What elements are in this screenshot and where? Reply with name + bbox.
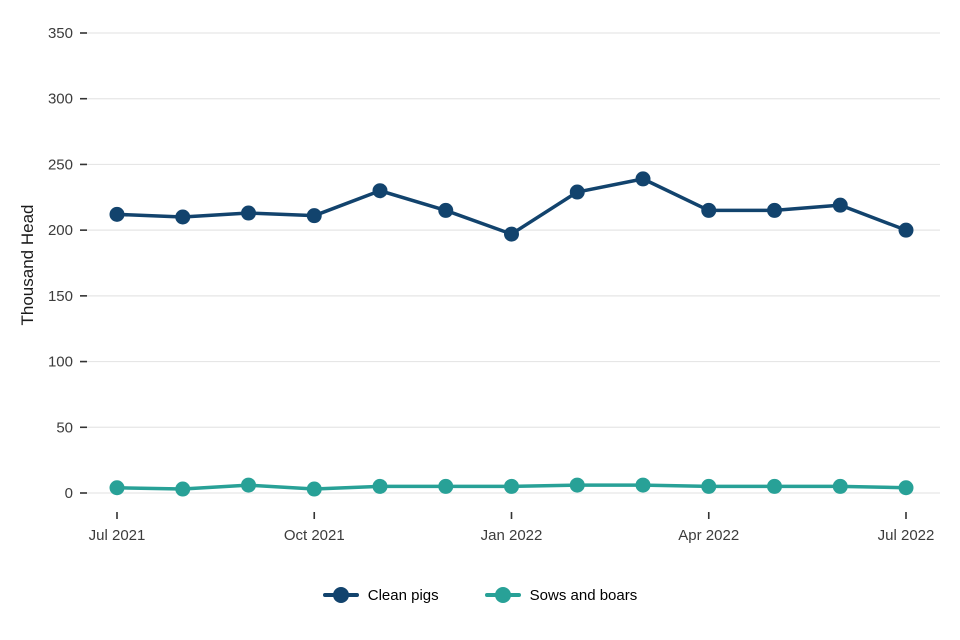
svg-text:Oct 2021: Oct 2021 xyxy=(284,527,345,544)
svg-text:Apr 2022: Apr 2022 xyxy=(678,527,739,544)
line-chart-canvas: 0 50 100 150 200 250 300 350 Jul 2021 Oct 2021 Jan… xyxy=(48,25,940,544)
legend-item-clean-pigs: Clean pigs xyxy=(322,586,439,604)
svg-text:350: 350 xyxy=(48,25,73,42)
svg-text:Jan 2022: Jan 2022 xyxy=(481,527,543,544)
svg-text:Jul 2021: Jul 2021 xyxy=(89,527,146,544)
svg-text:150: 150 xyxy=(48,288,73,305)
legend-item-sows-and-boars: Sows and boars xyxy=(484,586,638,604)
legend-label: Sows and boars xyxy=(529,586,638,604)
svg-text:50: 50 xyxy=(56,419,73,436)
legend-marker-icon xyxy=(322,586,359,604)
svg-text:Jul 2022: Jul 2022 xyxy=(878,527,935,544)
svg-text:250: 250 xyxy=(48,156,73,173)
svg-text:300: 300 xyxy=(48,91,73,108)
chart-legend: Clean pigs Sows and boars xyxy=(0,586,960,604)
legend-label: Clean pigs xyxy=(367,586,439,604)
y-axis-label: Thousand Head xyxy=(18,204,37,326)
svg-text:200: 200 xyxy=(48,222,73,239)
svg-text:100: 100 xyxy=(48,354,73,371)
legend-marker-icon xyxy=(484,586,521,604)
svg-text:0: 0 xyxy=(65,485,73,502)
